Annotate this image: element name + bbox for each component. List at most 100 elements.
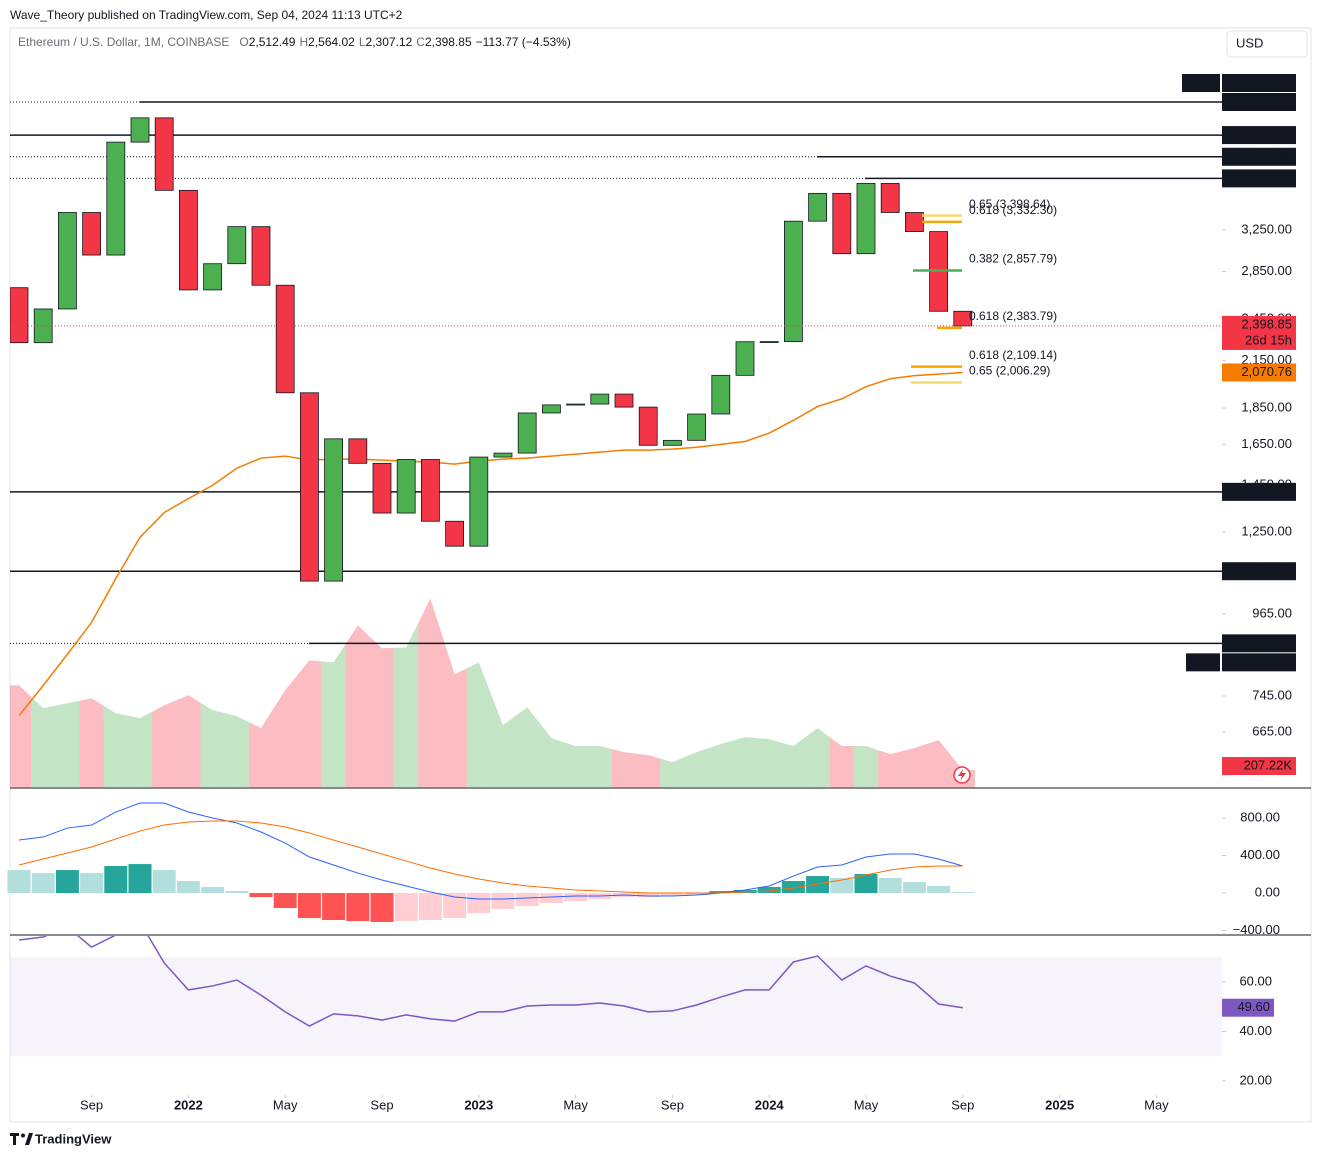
candle-body — [542, 404, 561, 414]
frame — [9, 27, 1312, 1123]
volume-area — [442, 636, 467, 788]
candle-body — [517, 412, 537, 454]
macd-histogram-bar — [249, 893, 273, 898]
macd-histogram-bar — [176, 881, 200, 894]
fib-label: 0.618 (2,383.79) — [969, 309, 1057, 323]
candle-body — [735, 341, 755, 376]
volume-area — [31, 696, 56, 788]
macd-histogram-bar — [878, 878, 902, 894]
macd-histogram-bar — [104, 866, 128, 894]
moving-average — [18, 371, 963, 717]
field-key: L — [359, 35, 366, 49]
volume-area — [829, 737, 854, 788]
x-tick-label: 2024 — [755, 1097, 785, 1112]
currency[interactable]: USD — [1236, 35, 1263, 50]
rsi-tick-label: 60.00 — [1239, 973, 1272, 988]
attribution: Wave_Theory published on TradingView.com… — [10, 8, 403, 22]
low-value-box — [1222, 653, 1296, 672]
x-tick-label: 2025 — [1045, 1097, 1074, 1112]
macd-histogram-bar — [31, 873, 55, 894]
alert-bolt — [958, 769, 966, 781]
low-tag: Low — [1191, 654, 1215, 669]
rsi-line — [18, 936, 963, 1027]
volume-area — [781, 737, 806, 788]
candle-body — [469, 456, 489, 547]
candle-body — [638, 406, 658, 446]
macd-histogram-bar — [564, 893, 588, 901]
macd-histogram-bar — [709, 891, 733, 894]
volume-area — [611, 749, 637, 788]
y-tick-label: 745.00 — [1252, 687, 1292, 702]
volume-area — [103, 705, 128, 788]
volume-area — [200, 702, 225, 788]
volume-area — [563, 742, 588, 788]
level-label: 4,093.88 — [1241, 148, 1292, 163]
candle-body — [759, 341, 779, 343]
high-tag: High — [1188, 74, 1215, 89]
candle-body — [711, 374, 731, 415]
level-label: 4,867.81 — [1241, 93, 1292, 108]
price-pane: 0.65 (3,398.64)0.618 (3,332.30) 0.382 (2,… — [10, 101, 1222, 788]
volume-label-box — [1222, 757, 1296, 776]
volume-area — [248, 709, 274, 788]
macd-histogram-bar — [297, 893, 321, 919]
macd-histogram-bar — [80, 873, 104, 894]
candle-body — [493, 452, 513, 458]
candle-body — [203, 263, 223, 291]
volume-area — [515, 707, 540, 788]
candle-body — [566, 403, 585, 406]
volume-area — [55, 700, 80, 788]
ma-label-box — [1222, 363, 1296, 382]
rsi-tick-label: 40.00 — [1239, 1023, 1272, 1038]
legend: Ethereum / U.S. Dollar, 1M, COINBASE O2,5… — [18, 35, 571, 49]
level-label-box — [1222, 126, 1296, 145]
candle-body — [299, 392, 319, 582]
macd-histogram-bar — [201, 887, 225, 894]
y-tick-label: 665.00 — [1252, 723, 1292, 738]
candle-body — [82, 212, 101, 256]
volume-area — [732, 737, 758, 788]
low-value: 879.80 — [1252, 654, 1292, 669]
fib-label: 0.618 (2,109.14) — [969, 348, 1057, 362]
candle-body — [154, 117, 174, 191]
macd-tick-label: −400.00 — [1233, 922, 1280, 937]
macd-histogram-bar — [322, 893, 346, 921]
x-tick-label: Sep — [80, 1097, 103, 1112]
candle-body — [251, 226, 271, 286]
volume-area — [660, 757, 685, 788]
candle-body — [614, 393, 634, 408]
x-tick-label: May — [1144, 1097, 1169, 1112]
level-label-box — [1222, 169, 1296, 188]
volume-area — [539, 722, 564, 788]
field-key: C — [416, 35, 425, 49]
volume-area — [321, 643, 346, 788]
volume-area — [878, 750, 903, 788]
macd-histogram-bar — [273, 893, 297, 909]
candle-body — [856, 183, 876, 255]
candle-body — [663, 439, 682, 446]
volume-area — [926, 740, 951, 788]
macd-tick-label: 0.00 — [1255, 884, 1280, 899]
macd-histogram-bar — [636, 893, 660, 898]
macd-histogram-bar — [951, 891, 975, 894]
level-label-box — [1222, 147, 1296, 166]
x-tick-label: Sep — [370, 1097, 393, 1112]
macd-signal-line — [18, 820, 963, 894]
candle-body — [832, 192, 852, 255]
currency-button[interactable] — [1226, 30, 1308, 58]
x-tick-label: 2023 — [464, 1097, 493, 1112]
volume-area — [466, 662, 491, 788]
field-key: O — [239, 35, 248, 49]
candle-body — [905, 212, 924, 232]
volume-area — [902, 744, 927, 788]
macd-histogram-bar — [830, 878, 854, 894]
field-value: 2,398.85 — [425, 35, 472, 49]
macd-histogram-bar — [225, 891, 249, 894]
level-label-box — [1222, 562, 1296, 581]
level-label-box — [1222, 634, 1296, 653]
x-tick-label: Sep — [661, 1097, 684, 1112]
volume-area — [127, 711, 153, 788]
macd-histogram-bar — [394, 893, 418, 922]
